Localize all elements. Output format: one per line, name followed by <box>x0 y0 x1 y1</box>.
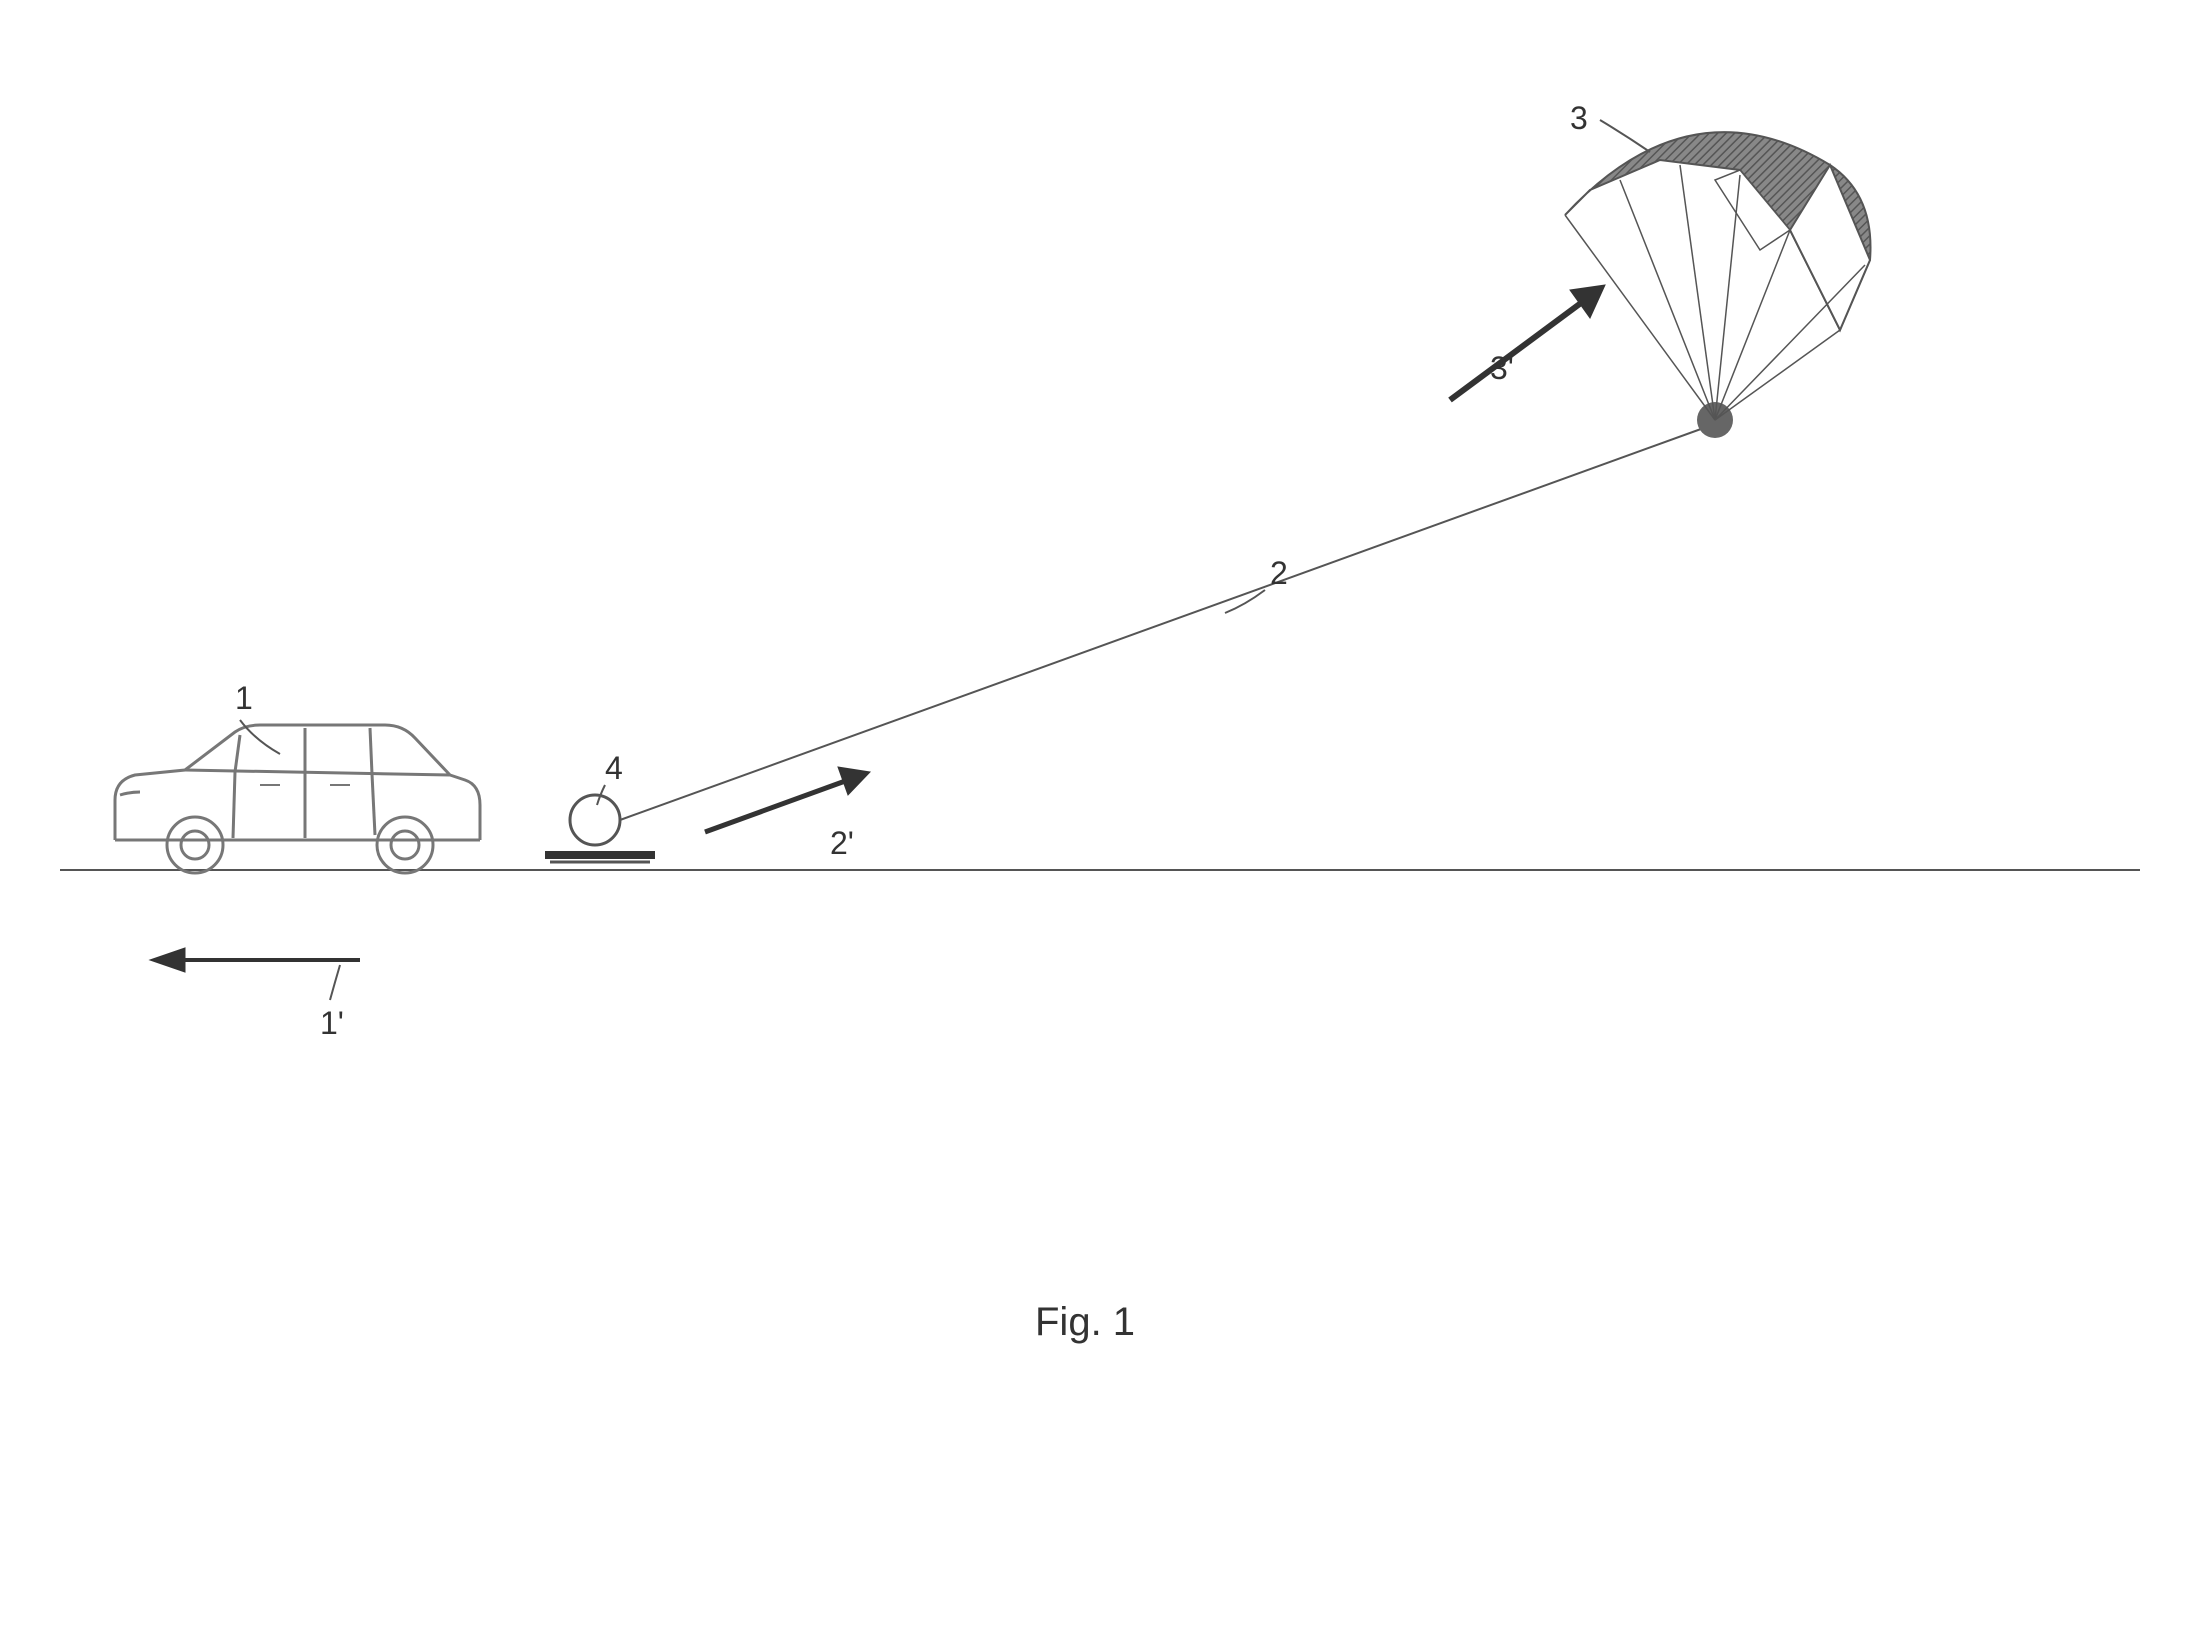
kite <box>1565 132 1871 438</box>
label-winch: 4 <box>605 750 623 787</box>
kite-direction-arrow <box>1450 285 1605 400</box>
winch <box>545 795 655 862</box>
figure-caption: Fig. 1 <box>1035 1300 1135 1345</box>
label-car: 1 <box>235 680 253 717</box>
label-tether-arrow: 2' <box>830 825 854 862</box>
label-tether: 2 <box>1270 555 1288 592</box>
label-leaders <box>240 120 1650 1000</box>
diagram-svg <box>0 0 2203 1635</box>
label-kite-arrow: 3' <box>1490 350 1514 387</box>
tether-direction-arrow <box>705 767 870 832</box>
car-direction-arrow <box>150 948 360 972</box>
tether-line <box>620 425 1712 820</box>
label-kite: 3 <box>1570 100 1588 137</box>
car <box>115 725 480 873</box>
label-car-arrow: 1' <box>320 1005 344 1042</box>
